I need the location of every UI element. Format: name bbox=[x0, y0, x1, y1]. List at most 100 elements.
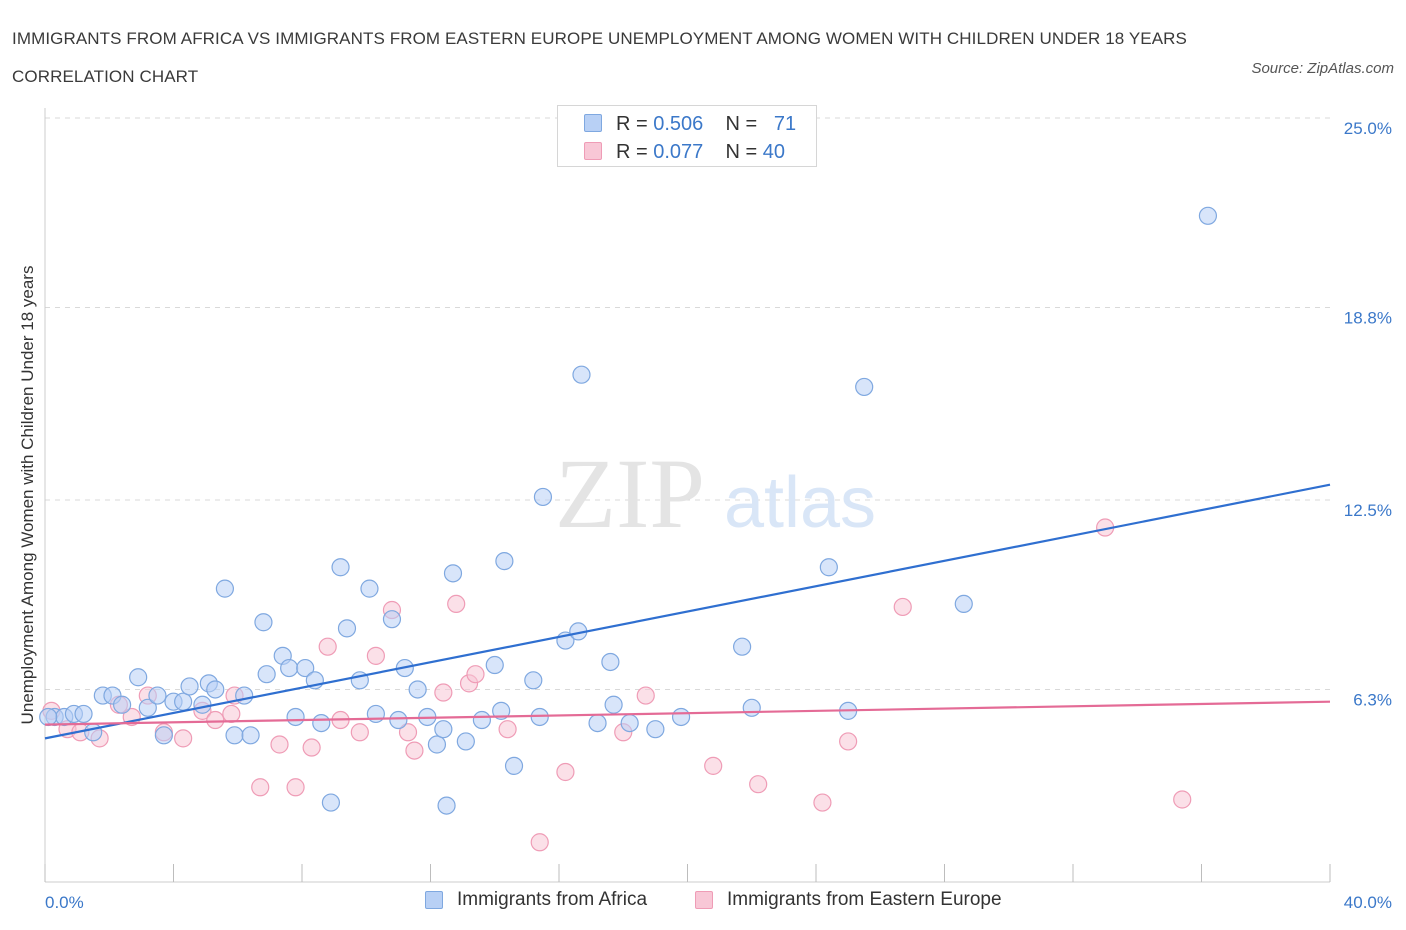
eastern-europe-point bbox=[530, 833, 549, 852]
x-tick-label-max: 40.0% bbox=[1344, 893, 1392, 912]
eastern-europe-point bbox=[1173, 790, 1192, 809]
africa-point bbox=[742, 698, 761, 717]
africa-point bbox=[504, 756, 524, 775]
watermark-atlas: atlas bbox=[724, 463, 876, 543]
africa-point bbox=[492, 701, 511, 720]
eastern-europe-point bbox=[749, 775, 768, 794]
africa-point bbox=[389, 710, 408, 730]
africa-swatch bbox=[584, 114, 602, 132]
eastern-europe-swatch bbox=[584, 142, 602, 160]
legend-africa-r-label: R = bbox=[616, 113, 648, 135]
legend-europe-r-label: R = bbox=[616, 141, 648, 163]
africa-point bbox=[254, 613, 273, 632]
africa-point bbox=[646, 720, 665, 739]
source-credit: Source: ZipAtlas.com bbox=[1251, 60, 1394, 77]
eastern-europe-legend-swatch bbox=[695, 891, 713, 909]
africa-point bbox=[235, 686, 254, 705]
eastern-europe-point bbox=[498, 720, 517, 739]
eastern-europe-point bbox=[434, 683, 453, 702]
eastern-europe-point bbox=[466, 665, 485, 684]
eastern-europe-point bbox=[636, 686, 655, 705]
eastern-europe-point bbox=[839, 732, 858, 751]
africa-point bbox=[1198, 206, 1218, 225]
africa-point bbox=[84, 723, 103, 742]
africa-point bbox=[154, 726, 173, 745]
africa-point bbox=[360, 579, 379, 598]
eastern-europe-point bbox=[251, 778, 270, 797]
africa-point bbox=[954, 594, 973, 614]
africa-point bbox=[180, 677, 199, 696]
africa-point bbox=[331, 558, 350, 577]
africa-point bbox=[112, 695, 132, 714]
y-tick-label: 18.8% bbox=[1344, 308, 1392, 327]
africa-point bbox=[408, 680, 427, 699]
eastern-europe-point bbox=[447, 594, 466, 614]
y-tick-label: 12.5% bbox=[1344, 501, 1392, 520]
africa-point bbox=[296, 658, 315, 678]
eastern-europe-point bbox=[286, 778, 305, 797]
eastern-europe-point bbox=[556, 762, 575, 782]
eastern-europe-point bbox=[318, 637, 337, 656]
tick-labels: 6.3% 12.5% 18.8% 25.0% 0.0% 40.0% bbox=[45, 119, 1392, 912]
africa-point bbox=[601, 652, 620, 672]
africa-trend-line bbox=[44, 483, 1331, 740]
africa-point bbox=[437, 796, 456, 815]
africa-point bbox=[472, 710, 491, 730]
africa-point bbox=[138, 698, 157, 717]
africa-point bbox=[572, 365, 591, 384]
eastern-europe-point bbox=[405, 741, 424, 760]
eastern-europe-point bbox=[302, 738, 321, 757]
watermark-zip: ZIP bbox=[555, 438, 705, 549]
africa-point bbox=[215, 579, 234, 598]
correlation-legend: R = 0.506 N = 71 R = 0.077 N = 40 bbox=[557, 105, 817, 167]
axes bbox=[44, 108, 1331, 883]
africa-point bbox=[434, 720, 453, 739]
africa-point bbox=[495, 552, 514, 571]
africa-point bbox=[733, 637, 752, 656]
legend-africa-n-label: N = bbox=[725, 113, 758, 135]
y-tick-label: 25.0% bbox=[1344, 119, 1392, 138]
africa-point bbox=[533, 487, 553, 507]
africa-point bbox=[485, 655, 504, 675]
legend-europe-n-label: N = bbox=[725, 141, 758, 163]
africa-point bbox=[819, 558, 838, 577]
eastern-europe-point bbox=[206, 710, 225, 730]
africa-point bbox=[321, 793, 341, 812]
legend-europe-n-value: 40 bbox=[762, 141, 786, 163]
eastern-europe-point bbox=[893, 597, 912, 617]
africa-point bbox=[337, 619, 357, 638]
eastern-europe-point bbox=[813, 793, 832, 812]
africa-point bbox=[604, 695, 623, 714]
africa-point bbox=[456, 732, 475, 751]
eastern-europe-point bbox=[270, 735, 289, 754]
gridlines bbox=[45, 117, 1330, 690]
africa-point bbox=[855, 377, 874, 397]
africa-point bbox=[74, 704, 93, 724]
y-tick-label: 6.3% bbox=[1353, 690, 1392, 709]
africa-point bbox=[382, 610, 402, 629]
africa-legend-label: Immigrants from Africa bbox=[457, 889, 648, 910]
eastern-europe-point bbox=[398, 723, 418, 742]
africa-point bbox=[671, 707, 691, 727]
africa-point bbox=[241, 726, 260, 745]
eastern-europe-point bbox=[704, 756, 723, 775]
eastern-europe-point bbox=[222, 704, 241, 724]
trend-lines bbox=[44, 483, 1331, 740]
africa-point bbox=[225, 726, 244, 745]
africa-point bbox=[427, 735, 447, 754]
eastern-europe-point bbox=[366, 646, 385, 665]
africa-point bbox=[588, 713, 607, 733]
africa-legend-swatch bbox=[425, 891, 443, 909]
africa-point bbox=[257, 665, 276, 684]
africa-point bbox=[129, 668, 148, 687]
eastern-europe-points bbox=[42, 518, 1192, 852]
africa-point bbox=[280, 658, 299, 678]
eastern-europe-legend-label: Immigrants from Eastern Europe bbox=[727, 889, 1002, 910]
eastern-europe-point bbox=[174, 729, 193, 748]
africa-point bbox=[39, 707, 58, 727]
africa-point bbox=[148, 686, 167, 705]
africa-point bbox=[524, 671, 543, 690]
eastern-europe-trend-line bbox=[44, 700, 1331, 726]
africa-point bbox=[286, 707, 305, 727]
